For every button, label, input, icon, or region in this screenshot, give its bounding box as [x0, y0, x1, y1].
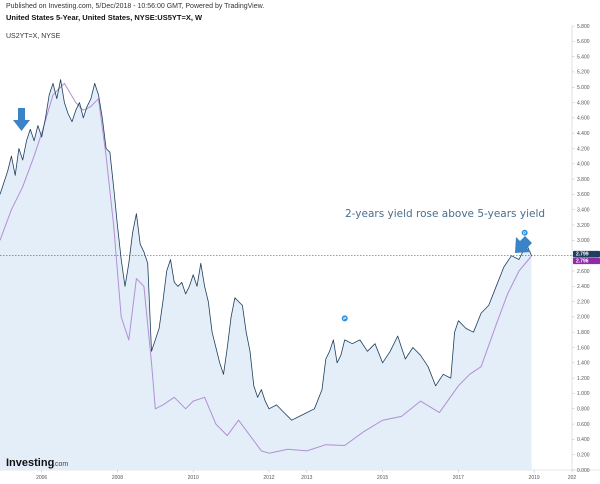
- five-year-line-layer: [0, 79, 532, 421]
- x-tick-label: 2019: [529, 475, 540, 481]
- five-year-area-layer: [0, 79, 532, 470]
- y-tick-label: 1.000: [577, 391, 590, 397]
- y-tick-label: 3.200: [577, 223, 590, 229]
- x-tick-label: 202: [568, 475, 577, 481]
- y-tick-label: 4.600: [577, 116, 590, 122]
- current-5y-tag: 2.799: [573, 250, 600, 258]
- y-axis-ticks: 0.000 0.200 0.400 0.600 0.800 1.000 1.200 1.400…: [572, 24, 590, 474]
- y-tick-label: 1.800: [577, 330, 590, 336]
- y-tick-label: 4.200: [577, 146, 590, 152]
- two-year-line-layer: [0, 82, 532, 454]
- x-tick-label: 2010: [188, 475, 199, 481]
- y-tick-label: 3.600: [577, 192, 590, 198]
- x-axis-ticks: 2006 2008 2010 2012 2013 2015 2017 2019 202: [36, 470, 576, 481]
- event-marker-2014[interactable]: P: [341, 314, 349, 323]
- y-tick-label: 5.600: [577, 39, 590, 45]
- y-tick-label: 4.000: [577, 162, 590, 168]
- y-tick-label: 0.200: [577, 452, 590, 458]
- y-tick-label: 1.400: [577, 361, 590, 367]
- x-tick-label: 2017: [453, 475, 464, 481]
- y-tick-label: 2.600: [577, 269, 590, 275]
- svg-text:P: P: [343, 316, 346, 321]
- two-year-series-line: [0, 82, 532, 454]
- inversion-annotation: 2-years yield rose above 5-years yield: [345, 208, 545, 220]
- y-tick-label: 5.800: [577, 24, 590, 30]
- y-tick-label: 2.200: [577, 299, 590, 305]
- overlay-series-label: US2YT=X, NYSE: [6, 33, 61, 40]
- y-tick-label: 0.600: [577, 422, 590, 428]
- y-tick-label: 4.800: [577, 100, 590, 106]
- investing-logo: Investing .com: [6, 457, 68, 469]
- x-tick-label: 2012: [263, 475, 274, 481]
- x-tick-label: 2015: [377, 475, 388, 481]
- diagonal-arrow-icon: [515, 236, 532, 253]
- current-2y-value: 2.796: [576, 259, 589, 265]
- y-tick-label: 2.000: [577, 315, 590, 321]
- chart-title: United States 5-Year, United States, NYS…: [6, 13, 203, 22]
- x-tick-label: 2013: [301, 475, 312, 481]
- y-tick-label: 5.200: [577, 70, 590, 76]
- five-year-area: [0, 79, 532, 470]
- current-5y-value: 2.799: [576, 252, 589, 258]
- five-year-series-line: [0, 79, 532, 421]
- y-tick-label: 0.400: [577, 437, 590, 443]
- y-tick-label: 4.400: [577, 131, 590, 137]
- y-tick-label: 5.000: [577, 85, 590, 91]
- y-tick-label: 5.400: [577, 54, 590, 60]
- event-marker-2018-a[interactable]: P: [521, 229, 529, 237]
- x-tick-label: 2006: [36, 475, 47, 481]
- svg-text:P: P: [523, 230, 526, 235]
- x-tick-label: 2008: [112, 475, 123, 481]
- y-tick-label: 3.000: [577, 238, 590, 244]
- y-tick-label: 1.200: [577, 376, 590, 382]
- y-tick-label: 0.000: [577, 468, 590, 474]
- y-tick-label: 0.800: [577, 407, 590, 413]
- y-tick-label: 3.800: [577, 177, 590, 183]
- y-tick-label: 1.600: [577, 345, 590, 351]
- brand-suffix: .com: [53, 461, 68, 468]
- brand-name: Investing: [6, 457, 54, 469]
- y-tick-label: 2.400: [577, 284, 590, 290]
- current-2y-tag: 2.796: [573, 257, 600, 265]
- published-note: Published on Investing.com, 5/Dec/2018 -…: [6, 3, 265, 10]
- down-arrow-icon: [13, 108, 30, 131]
- y-tick-label: 3.400: [577, 208, 590, 214]
